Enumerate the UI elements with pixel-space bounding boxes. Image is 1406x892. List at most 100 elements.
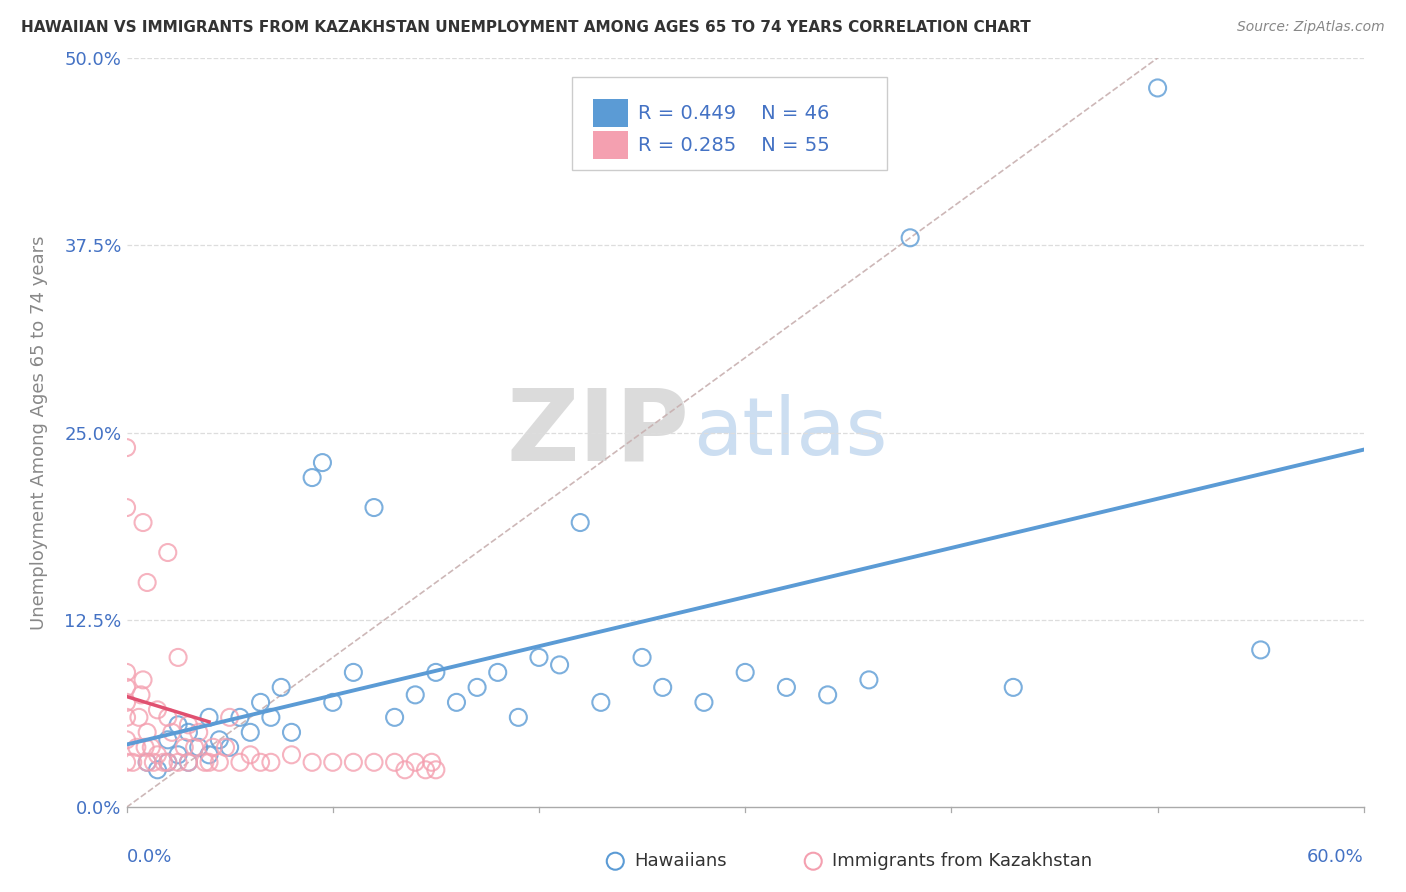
Point <box>167 747 190 762</box>
Point <box>208 732 231 747</box>
Point <box>136 575 159 590</box>
Point <box>280 725 302 739</box>
Point <box>311 456 333 470</box>
Point <box>115 695 138 709</box>
Text: R = 0.449    N = 46: R = 0.449 N = 46 <box>637 103 830 123</box>
Point <box>187 725 209 739</box>
Text: R = 0.285    N = 55: R = 0.285 N = 55 <box>637 136 830 154</box>
Point <box>775 681 797 695</box>
Point <box>693 695 716 709</box>
Point <box>898 231 921 245</box>
Point <box>198 710 221 724</box>
Point <box>363 756 385 770</box>
Text: 0.0%: 0.0% <box>127 848 172 866</box>
Text: HAWAIIAN VS IMMIGRANTS FROM KAZAKHSTAN UNEMPLOYMENT AMONG AGES 65 TO 74 YEARS CO: HAWAIIAN VS IMMIGRANTS FROM KAZAKHSTAN U… <box>21 20 1031 35</box>
Point <box>115 756 138 770</box>
Point <box>156 710 179 724</box>
Point <box>569 516 592 530</box>
Point <box>301 756 323 770</box>
Bar <box>593 99 627 128</box>
Point <box>156 732 179 747</box>
Point <box>177 725 200 739</box>
Point <box>152 756 174 770</box>
Point <box>132 673 155 687</box>
Point <box>198 747 221 762</box>
Point <box>187 740 209 755</box>
Point <box>249 756 271 770</box>
Point <box>194 756 217 770</box>
Point <box>198 756 221 770</box>
Point <box>1146 81 1168 95</box>
Point <box>229 710 252 724</box>
Point <box>270 681 292 695</box>
Point <box>218 710 240 724</box>
Point <box>322 695 344 709</box>
Point <box>115 665 138 680</box>
Point <box>651 681 673 695</box>
Point <box>394 763 416 777</box>
Point <box>420 756 443 770</box>
Point <box>508 710 530 724</box>
Point <box>425 665 447 680</box>
Point <box>384 756 406 770</box>
Point <box>249 695 271 709</box>
Point <box>129 688 152 702</box>
Y-axis label: Unemployment Among Ages 65 to 74 years: Unemployment Among Ages 65 to 74 years <box>30 235 48 630</box>
Point <box>239 725 262 739</box>
Point <box>132 516 155 530</box>
Point <box>858 673 880 687</box>
Point <box>384 710 406 724</box>
Point <box>734 665 756 680</box>
Point <box>177 718 200 732</box>
Point <box>465 681 488 695</box>
Point <box>260 756 283 770</box>
Text: ZIP: ZIP <box>506 384 689 481</box>
Point <box>817 688 839 702</box>
Point <box>115 732 138 747</box>
Point <box>121 756 143 770</box>
Text: Immigrants from Kazakhstan: Immigrants from Kazakhstan <box>832 852 1092 871</box>
Point <box>128 710 150 724</box>
Point <box>415 763 437 777</box>
Point <box>425 763 447 777</box>
Point <box>446 695 468 709</box>
Point <box>156 545 179 559</box>
Point <box>160 725 183 739</box>
Point <box>146 763 169 777</box>
Point <box>548 657 571 672</box>
Point <box>322 756 344 770</box>
Point <box>202 740 225 755</box>
Point <box>280 747 302 762</box>
Point <box>229 756 252 770</box>
Text: atlas: atlas <box>693 393 887 472</box>
Point <box>156 756 179 770</box>
Bar <box>593 131 627 160</box>
Point <box>167 650 190 665</box>
Text: Hawaiians: Hawaiians <box>634 852 727 871</box>
Point <box>177 756 200 770</box>
Point <box>214 740 236 755</box>
Point <box>115 500 138 515</box>
Point <box>404 756 426 770</box>
Point <box>1002 681 1025 695</box>
Point <box>136 756 159 770</box>
Point <box>115 441 138 455</box>
Point <box>239 747 262 762</box>
Point <box>177 756 200 770</box>
Point <box>156 756 179 770</box>
Point <box>146 703 169 717</box>
Point <box>218 740 240 755</box>
Point <box>142 756 165 770</box>
Point <box>363 500 385 515</box>
Point <box>260 710 283 724</box>
Point <box>301 470 323 484</box>
Text: 60.0%: 60.0% <box>1308 848 1364 866</box>
Point <box>1250 643 1272 657</box>
Point <box>167 718 190 732</box>
Point <box>342 665 364 680</box>
Point <box>136 725 159 739</box>
FancyBboxPatch shape <box>572 77 887 170</box>
Text: Source: ZipAtlas.com: Source: ZipAtlas.com <box>1237 20 1385 34</box>
Point <box>208 756 231 770</box>
Point <box>527 650 550 665</box>
